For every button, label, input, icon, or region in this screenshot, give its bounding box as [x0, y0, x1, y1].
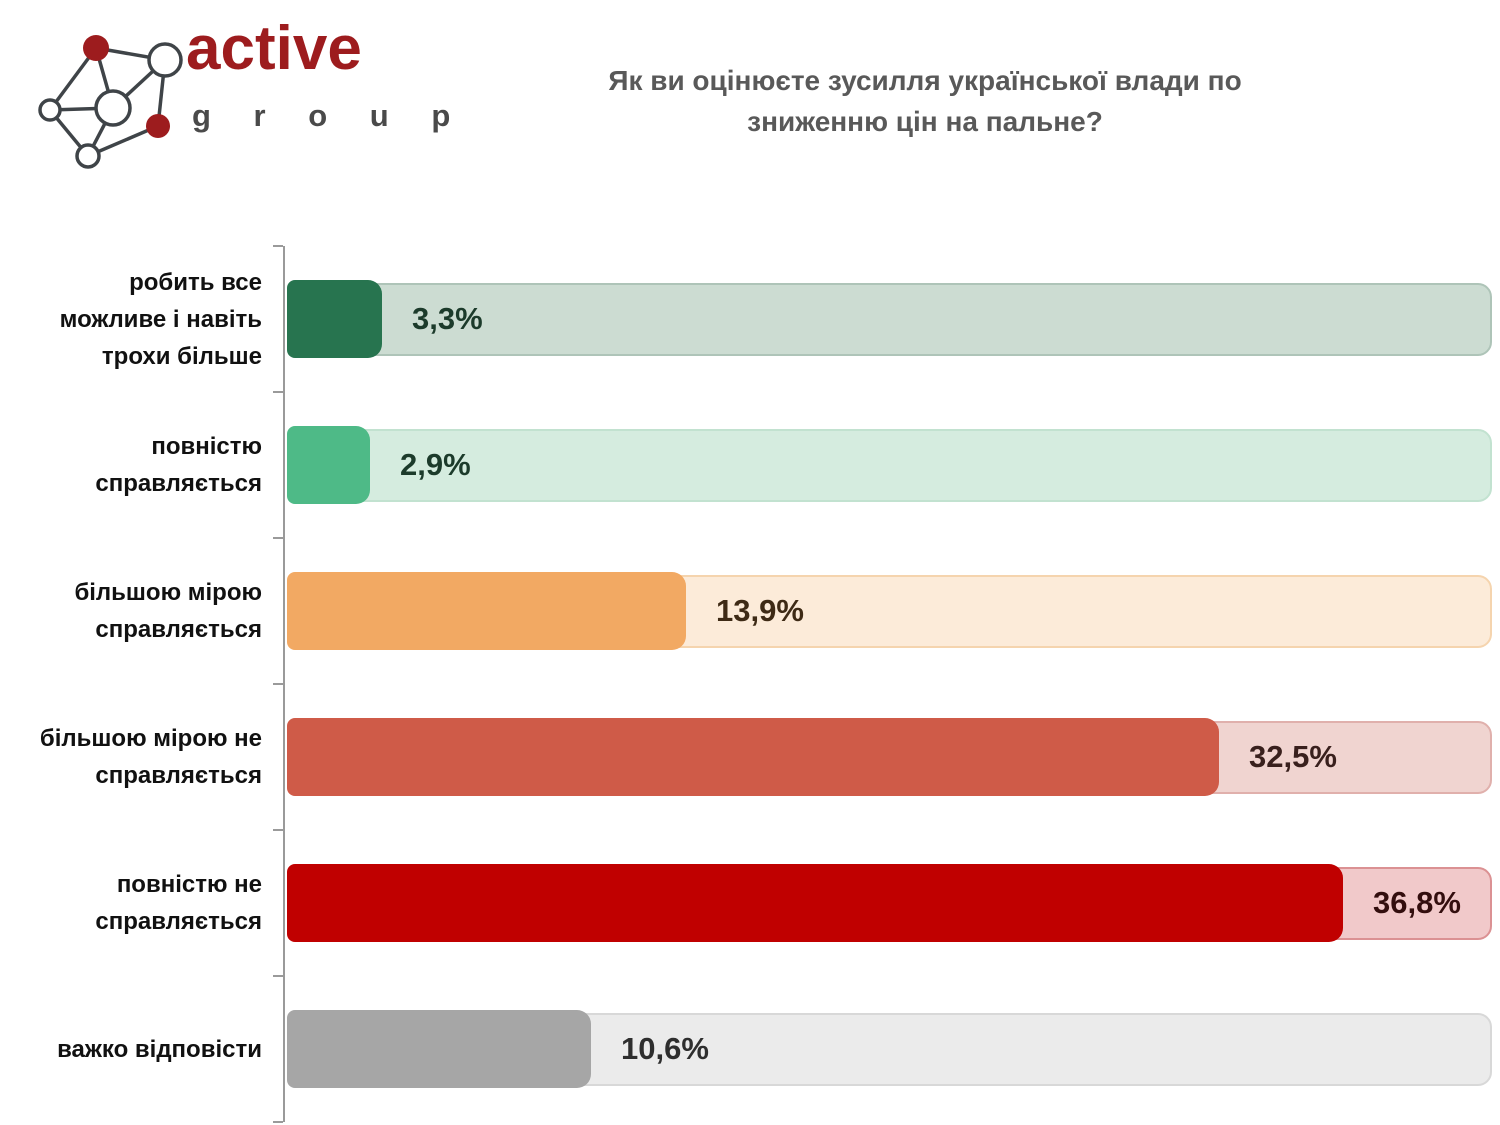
logo-wordmark-group: g r o u p [192, 98, 468, 133]
value-axis-line [283, 246, 285, 1122]
axis-tick [273, 829, 283, 831]
bar [287, 718, 1219, 796]
category-label: повністю справляється [95, 433, 262, 497]
bar [287, 572, 686, 650]
logo-node-topright [147, 42, 183, 78]
value-label: 13,9% [716, 593, 804, 628]
category-label: важко відповісти [57, 1035, 262, 1063]
logo-node-left [38, 98, 62, 122]
axis-tick [273, 683, 283, 685]
axis-tick [273, 537, 283, 539]
value-label: 32,5% [1249, 739, 1337, 774]
value-label: 10,6% [621, 1031, 709, 1066]
axis-tick [273, 975, 283, 977]
category-label: повністю не справляється [95, 871, 262, 935]
category-label: робить все можливе і навіть трохи більше [59, 268, 262, 370]
bar [287, 1010, 591, 1088]
logo-node-bottom [75, 143, 101, 169]
bar [287, 864, 1343, 942]
category-label: більшою мірою справляється [74, 579, 262, 643]
bar-track [287, 283, 1492, 356]
axis-tick [273, 245, 283, 247]
bar [287, 280, 382, 358]
category-label: більшою мірою не справляється [39, 725, 262, 789]
bar [287, 426, 370, 504]
logo-node-red-right [146, 114, 170, 138]
value-label: 2,9% [400, 447, 471, 482]
logo-node-red-top [83, 35, 109, 61]
value-label: 3,3% [412, 301, 483, 336]
axis-tick [273, 1121, 283, 1123]
logo-wordmark-active: active [186, 14, 362, 83]
logo-node-center [94, 89, 132, 127]
axis-tick [273, 391, 283, 393]
value-label: 36,8% [1373, 885, 1461, 920]
bar-track [287, 429, 1492, 502]
chart-title: Як ви оцінюєте зусилля української влади… [608, 65, 1242, 137]
active-group-logo-icon [38, 35, 183, 169]
